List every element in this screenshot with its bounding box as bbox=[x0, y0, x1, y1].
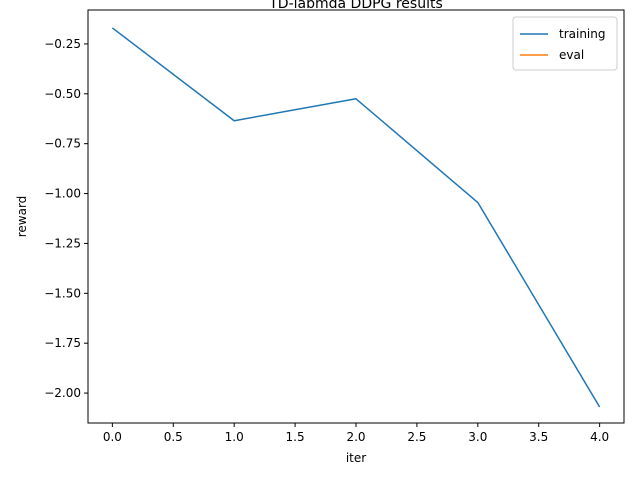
y-tick-label: −0.75 bbox=[44, 137, 81, 151]
legend-label-training: training bbox=[559, 27, 606, 41]
plot-marks bbox=[111, 27, 601, 408]
legend-label-eval: eval bbox=[559, 48, 584, 62]
y-tick-label: −2.00 bbox=[44, 386, 81, 400]
x-tick-label: 2.0 bbox=[346, 430, 365, 444]
y-tick-label: −0.25 bbox=[44, 37, 81, 51]
chart-title: TD-labmda DDPG results bbox=[268, 0, 443, 12]
y-axis-label: reward bbox=[15, 196, 29, 238]
x-tick-label: 1.0 bbox=[225, 430, 244, 444]
x-tick-label: 3.5 bbox=[529, 430, 548, 444]
series-line-training bbox=[111, 27, 601, 408]
x-axis: 0.0 0.5 1.0 1.5 2.0 2.5 3.0 3.5 4.0 bbox=[103, 423, 609, 444]
x-tick-label: 2.5 bbox=[407, 430, 426, 444]
x-tick-label: 0.0 bbox=[103, 430, 122, 444]
x-tick-label: 4.0 bbox=[590, 430, 609, 444]
legend: training eval bbox=[512, 16, 618, 71]
y-tick-label: −1.25 bbox=[44, 236, 81, 250]
y-tick-label: −1.00 bbox=[44, 187, 81, 201]
legend-box bbox=[512, 16, 618, 71]
x-tick-label: 3.0 bbox=[468, 430, 487, 444]
y-tick-label: −0.50 bbox=[44, 87, 81, 101]
x-tick-label: 0.5 bbox=[164, 430, 183, 444]
plot-frame bbox=[87, 9, 625, 424]
y-tick-label: −1.75 bbox=[44, 336, 81, 350]
y-axis: −0.25 −0.50 −0.75 −1.00 −1.25 −1.50 −1.75 −2.00 bbox=[44, 37, 88, 400]
x-tick-label: 1.5 bbox=[286, 430, 305, 444]
x-axis-label: iter bbox=[346, 451, 366, 465]
y-tick-label: −1.50 bbox=[44, 286, 81, 300]
